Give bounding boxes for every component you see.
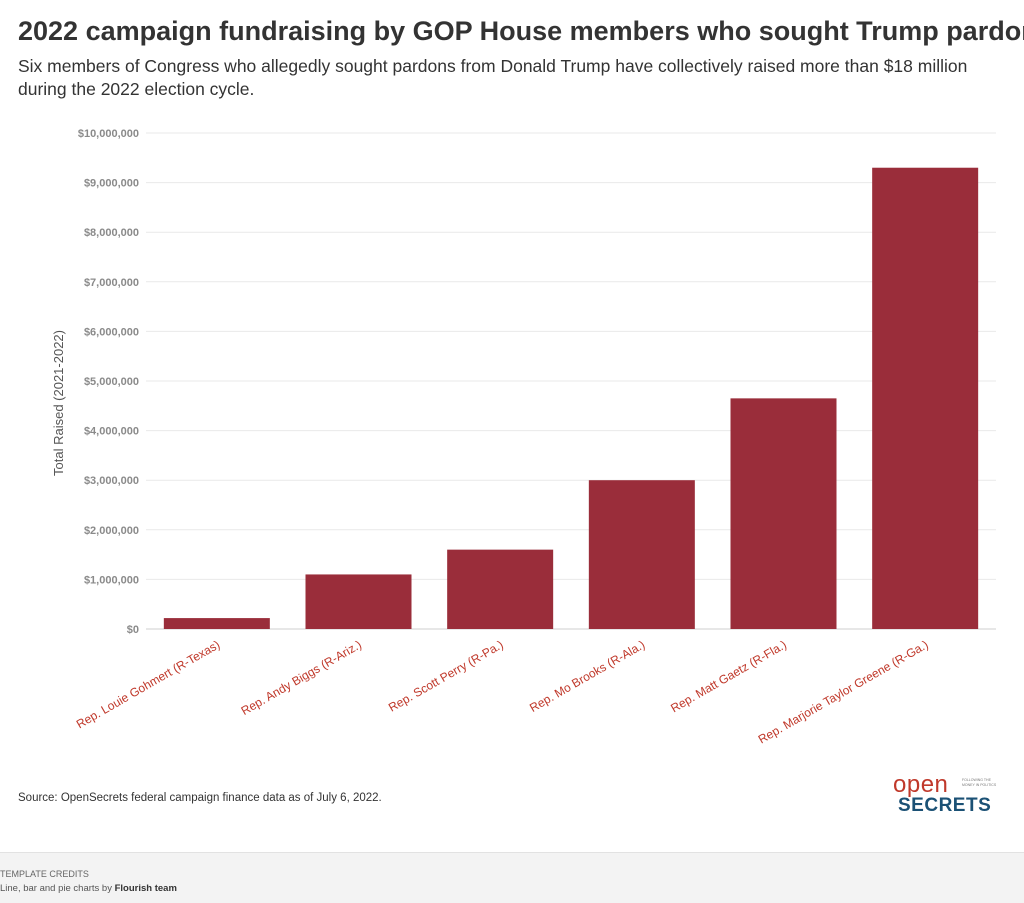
credits-author-link[interactable]: Flourish team [114,883,177,894]
chart-title: 2022 campaign fundraising by GOP House m… [18,16,1024,46]
y-tick-label: $8,000,000 [84,227,139,239]
bar[interactable] [447,549,554,629]
x-category-label: Rep. Marjorie Taylor Greene (R-Ga.) [756,637,931,746]
opensecrets-logo[interactable]: open FOLLOWING THE MONEY IN POLITICS SEC… [890,773,1002,818]
logo-secrets-text: SECRETS [898,795,992,816]
y-axis-ticks: $0 $1,000,000 $2,000,000 $3,000,000 $4,000,0… [78,128,139,636]
bar[interactable] [305,574,412,629]
bar[interactable] [872,167,979,629]
template-credits-footer: TEMPLATE CREDITS Line, bar and pie chart… [0,852,1024,903]
x-axis-categories: Rep. Louie Gohmert (R-Texas) Rep. Andy Bi… [74,637,931,746]
x-category-label: Rep. Mo Brooks (R-Ala.) [527,637,647,714]
x-category-label: Rep. Matt Gaetz (R-Fla.) [668,637,789,715]
credits-line: Line, bar and pie charts by Flourish tea… [0,883,177,894]
y-tick-label: $4,000,000 [84,426,139,438]
y-tick-label: $7,000,000 [84,277,139,289]
bars [163,167,979,629]
y-tick-label: $2,000,000 [84,525,139,537]
y-axis-label: Total Raised (2021-2022) [51,330,66,476]
logo-open-text: open [893,771,949,798]
credits-prefix: Line, bar and pie charts by [0,883,112,894]
y-tick-label: $0 [127,624,139,636]
x-category-label: Rep. Scott Perry (R-Pa.) [386,637,506,714]
source-note: Source: OpenSecrets federal campaign fin… [18,792,382,804]
bar-chart: $0 $1,000,000 $2,000,000 $3,000,000 $4,000,0… [51,128,996,747]
logo-tagline: FOLLOWING THE MONEY IN POLITICS [962,778,997,787]
chart-subtitle: Six members of Congress who allegedly so… [18,56,968,99]
gridlines [146,132,996,630]
x-category-label: Rep. Louie Gohmert (R-Texas) [74,637,223,731]
credits-heading: TEMPLATE CREDITS [0,869,89,879]
x-category-label: Rep. Andy Biggs (R-Ariz.) [239,637,364,717]
bar[interactable] [588,480,695,629]
bar[interactable] [163,618,270,629]
y-tick-label: $9,000,000 [84,178,139,190]
y-tick-label: $6,000,000 [84,326,139,338]
y-tick-label: $1,000,000 [84,574,139,586]
y-tick-label: $3,000,000 [84,475,139,487]
y-tick-label: $5,000,000 [84,376,139,388]
bar[interactable] [730,398,837,629]
y-tick-label: $10,000,000 [78,128,139,140]
